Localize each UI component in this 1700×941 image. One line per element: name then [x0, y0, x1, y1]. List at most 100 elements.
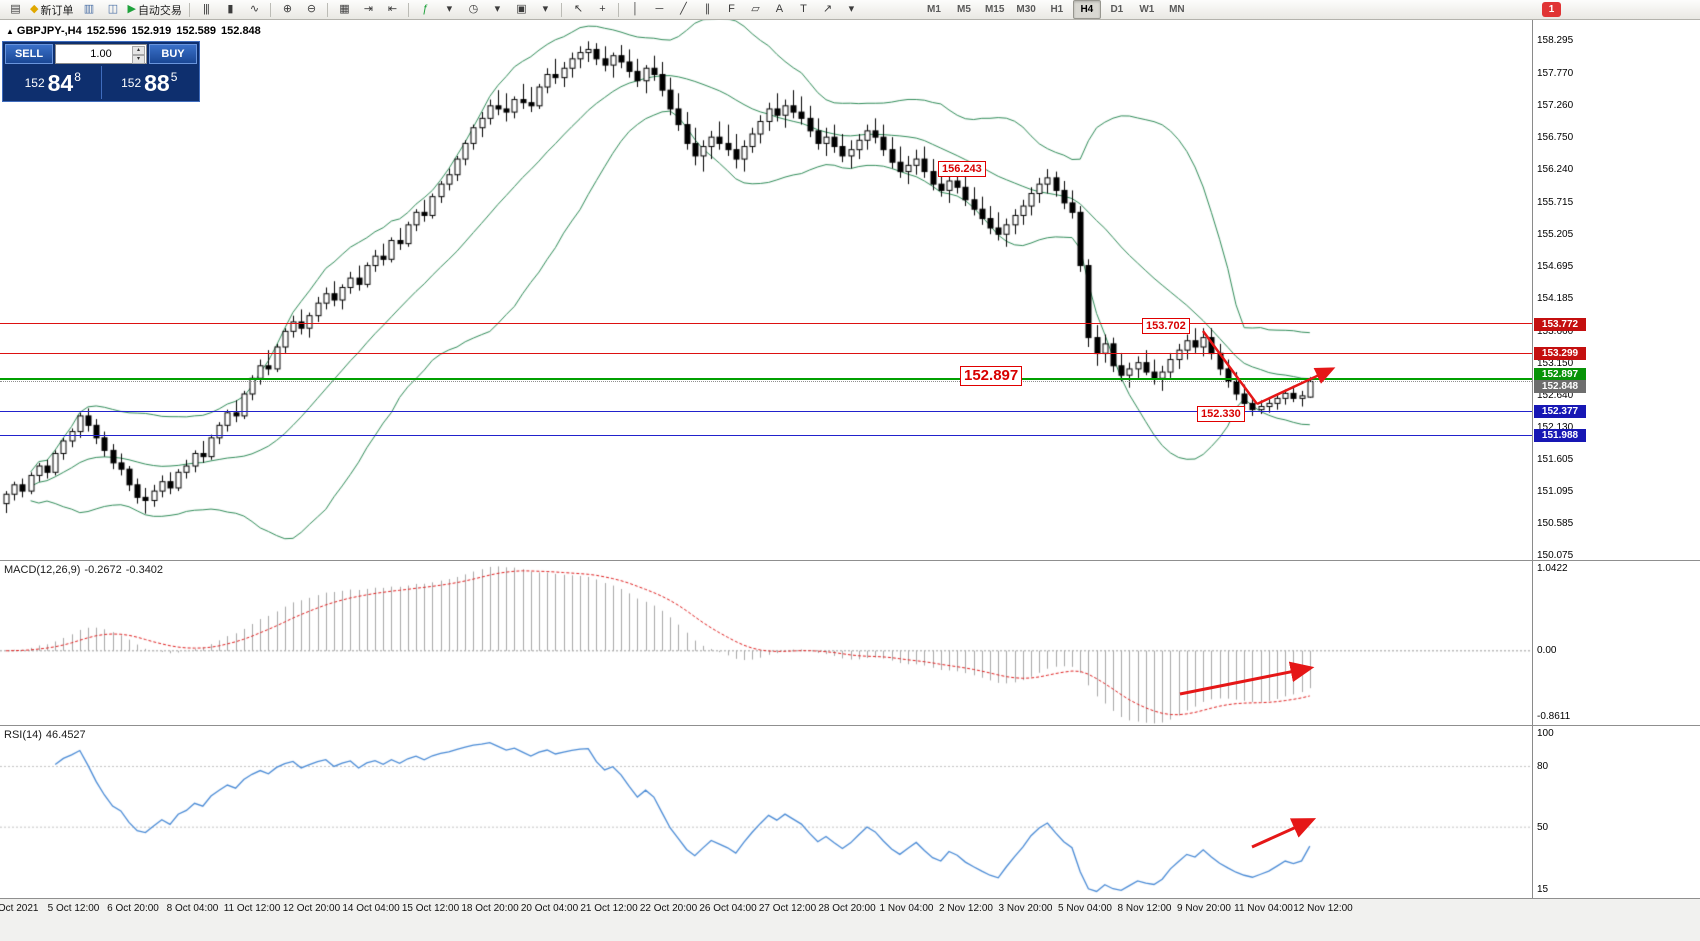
rsi-axis-label: 15: [1537, 884, 1549, 895]
macd-value: -0.2672: [84, 564, 122, 576]
price-tag-153.772: 153.772: [1534, 317, 1586, 331]
shapes-button[interactable]: ▱: [743, 0, 767, 19]
time-axis[interactable]: 1 Oct 2021 5 Oct 12:00 6 Oct 20:00 8 Oct 04…: [0, 898, 1700, 941]
arrows-dropdown[interactable]: ▾: [839, 0, 863, 19]
horizontal-line-button[interactable]: ─: [647, 0, 671, 19]
text-button[interactable]: A: [767, 0, 791, 19]
macd-signal-value: -0.3402: [125, 564, 164, 576]
time-axis-label: 27 Oct 12:00: [758, 903, 817, 914]
notification-badge[interactable]: 1: [1542, 2, 1561, 17]
sell-price-big: 84: [47, 69, 74, 96]
ohlc-close: 152.848: [221, 25, 261, 37]
price-axis-label: 153.660: [1537, 325, 1574, 337]
symbol-timeframe-label: GBPJPY-,H4: [16, 25, 82, 37]
price-axis-label: 155.715: [1537, 196, 1574, 208]
chart-shift-button[interactable]: ⇤: [380, 0, 404, 19]
new-chart-button[interactable]: ▤: [3, 0, 27, 19]
price-callout-156.243[interactable]: 156.243: [938, 161, 986, 177]
timeframe-m1-button[interactable]: M1: [926, 4, 941, 15]
text-label-button[interactable]: T: [791, 0, 815, 19]
price-axis-label: 154.695: [1537, 260, 1574, 272]
trendline-button[interactable]: ╱: [671, 0, 695, 19]
candlestick-chart-button[interactable]: ▮: [218, 0, 242, 19]
navigator-icon: ◫: [107, 3, 118, 15]
periods-dropdown[interactable]: ▾: [485, 0, 509, 19]
time-axis-label: 11 Oct 12:00: [223, 903, 281, 914]
price-axis[interactable]: 153.772 153.299 152.897 152.848 152.377 151.9…: [1532, 20, 1700, 898]
time-axis-label: 3 Nov 20:00: [998, 903, 1053, 914]
time-axis-label: 12 Oct 20:00: [282, 903, 341, 914]
templates-button[interactable]: ▣: [509, 0, 533, 19]
timeframe-m15-button[interactable]: M15: [984, 4, 1005, 15]
ohlc-open: 152.596: [86, 25, 127, 37]
time-axis-label: 6 Oct 20:00: [107, 903, 159, 914]
timeframe-h4-button[interactable]: H4: [1072, 0, 1101, 19]
sell-button[interactable]: SELL: [5, 44, 53, 64]
volume-value: 1.00: [90, 48, 112, 60]
new-order-button[interactable]: ◆ 新订单: [27, 0, 76, 19]
buy-price-big: 88: [144, 69, 170, 96]
chart-shift-icon: ⇤: [387, 3, 397, 15]
timeframe-d1-button[interactable]: D1: [1110, 4, 1124, 15]
toolbar-separator: [326, 2, 328, 17]
horizontal-line-152.377[interactable]: [0, 410, 1532, 412]
new-chart-icon: ▤: [10, 3, 20, 15]
fibonacci-icon: F: [728, 3, 735, 15]
fibonacci-button[interactable]: F: [719, 0, 743, 19]
vertical-line-icon: │: [632, 3, 639, 15]
horizontal-line-152.897[interactable]: [0, 377, 1532, 380]
crosshair-button[interactable]: +: [590, 0, 614, 19]
arrows-button[interactable]: ↗: [815, 0, 839, 19]
price-tag-152.897: 152.897: [1534, 367, 1586, 381]
equidistant-channel-button[interactable]: ∥: [695, 0, 719, 19]
buy-price-button[interactable]: 152 88 5: [100, 66, 198, 99]
price-callout-152.897[interactable]: 152.897: [960, 366, 1023, 386]
volume-input[interactable]: 1.00 ▴ ▾: [55, 44, 147, 64]
rsi-panel-separator[interactable]: [0, 725, 1700, 726]
indicators-button[interactable]: ƒ: [413, 0, 437, 19]
auto-scroll-icon: ⇥: [363, 3, 373, 15]
price-axis-label: 150.075: [1537, 550, 1574, 562]
vertical-line-button[interactable]: │: [623, 0, 647, 19]
volume-up-button[interactable]: ▴: [132, 46, 145, 55]
timeframe-mn-button[interactable]: MN: [1169, 4, 1185, 15]
price-callout-153.702[interactable]: 153.702: [1142, 318, 1190, 334]
autotrading-button[interactable]: ▶ 自动交易: [124, 0, 184, 19]
bar-chart-button[interactable]: |||: [194, 0, 218, 19]
price-axis-label: 155.205: [1537, 228, 1574, 240]
periods-button[interactable]: ◷: [461, 0, 485, 19]
tile-windows-button[interactable]: ▦: [332, 0, 356, 19]
toolbar-separator: [407, 2, 409, 17]
price-callout-152.330[interactable]: 152.330: [1197, 406, 1245, 422]
autotrading-button-label: 自动交易: [137, 4, 182, 17]
time-axis-label: 11 Nov 04:00: [1234, 903, 1293, 914]
indicators-dropdown[interactable]: ▾: [437, 0, 461, 19]
navigator-button[interactable]: ◫: [100, 0, 124, 19]
horizontal-line-151.988[interactable]: [0, 434, 1532, 436]
templates-dropdown[interactable]: ▾: [533, 0, 557, 19]
price-tag-153.299: 153.299: [1534, 347, 1586, 361]
cursor-button[interactable]: ↖: [566, 0, 590, 19]
market-watch-button[interactable]: ▥: [76, 0, 100, 19]
horizontal-line-152.848[interactable]: [0, 381, 1532, 383]
auto-scroll-button[interactable]: ⇥: [356, 0, 380, 19]
time-axis-label: 20 Oct 04:00: [520, 903, 579, 914]
macd-panel-separator[interactable]: [0, 560, 1700, 561]
timeframe-h1-button[interactable]: H1: [1050, 4, 1064, 15]
horizontal-line-153.299[interactable]: [0, 352, 1532, 354]
zoom-out-button[interactable]: ⊖: [299, 0, 323, 19]
sell-price-button[interactable]: 152 84 8: [5, 66, 101, 99]
zoom-in-button[interactable]: ⊕: [275, 0, 299, 19]
buy-button[interactable]: BUY: [149, 44, 197, 64]
timeframe-m5-button[interactable]: M5: [956, 4, 971, 15]
volume-down-button[interactable]: ▾: [132, 55, 145, 64]
chart-symbol-header: ▲ GBPJPY-,H4 152.596 152.919 152.589 152.848: [6, 25, 266, 37]
timeframe-m30-button[interactable]: M30: [1016, 4, 1036, 15]
cursor-icon: ↖: [573, 3, 583, 15]
timeframe-w1-button[interactable]: W1: [1139, 4, 1155, 15]
new-order-button-label: 新订单: [40, 4, 74, 17]
line-chart-button[interactable]: ∿: [242, 0, 266, 19]
price-axis-label: 156.750: [1537, 132, 1574, 144]
horizontal-line-153.772[interactable]: [0, 323, 1532, 325]
